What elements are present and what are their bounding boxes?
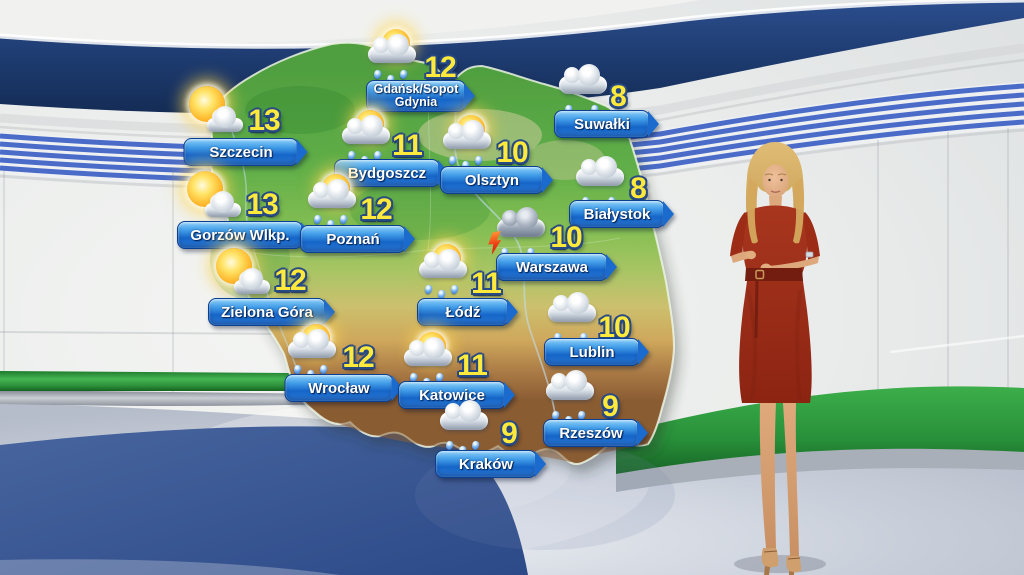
- cloud-icon: [368, 34, 416, 63]
- cloud-icon: [308, 179, 356, 208]
- sun-cloud-rain-icon: [300, 172, 364, 232]
- temperature-lodz: 11: [471, 267, 502, 300]
- cloud-rain-icon: [432, 398, 496, 458]
- presenter-belt-buckle: [755, 269, 765, 280]
- presenter-leg-left: [759, 403, 776, 548]
- cloud-icon: [207, 106, 243, 132]
- presenter-dress: [739, 205, 812, 403]
- temperature-bialystok: 8: [630, 172, 647, 205]
- presenter-heels: [761, 548, 801, 575]
- cloud-icon: [342, 115, 390, 144]
- floor-swoosh: [0, 426, 528, 575]
- cloud-rain-icon: [551, 62, 615, 122]
- cloud-icon: [440, 400, 488, 430]
- city-label-rzeszow: Rzeszów: [543, 419, 639, 447]
- temperature-rzeszow: 9: [602, 390, 619, 423]
- presenter-watch: [805, 251, 814, 258]
- city-label-gdansk: Gdańsk/Sopot Gdynia: [366, 80, 466, 112]
- cloud-icon: [443, 120, 491, 149]
- raindrop-icon: [424, 284, 433, 295]
- ceiling: [0, 0, 700, 43]
- temperature-bydgoszcz: 11: [392, 129, 423, 162]
- city-label-bydgoszcz: Bydgoszcz: [334, 159, 440, 187]
- cloud-rain-icon: [568, 154, 632, 214]
- city-label-olsztyn: Olsztyn: [440, 166, 544, 194]
- cloud-rain-storm-icon: [487, 205, 551, 265]
- presenter: [730, 142, 820, 575]
- cloud-icon: [576, 156, 624, 186]
- cloud-icon: [234, 268, 270, 294]
- sun-cloud-rain-icon: [280, 322, 344, 382]
- presenter-hand-left: [746, 250, 756, 260]
- right-floor-rail: [616, 448, 1024, 492]
- city-label-bialystok: Białystok: [569, 200, 665, 228]
- city-label-zielona-gora: Zielona Góra: [208, 298, 326, 326]
- temperature-zielona-gora: 12: [274, 264, 306, 297]
- temperature-wroclaw: 12: [342, 341, 374, 374]
- presenter-hair-strand-left: [747, 178, 758, 244]
- sun-cloud-icon: [183, 82, 247, 142]
- cloud-rain-icon: [540, 290, 604, 350]
- city-label-warszawa: Warszawa: [496, 253, 608, 281]
- city-label-krakow: Kraków: [435, 450, 537, 478]
- raindrop-icon: [448, 155, 457, 166]
- sun-cloud-icon: [210, 244, 274, 304]
- temperature-szczecin: 13: [248, 104, 280, 137]
- sun-cloud-rain-icon: [396, 330, 460, 390]
- temperature-suwalki: 8: [610, 80, 627, 113]
- presenter-forearm-left: [731, 251, 751, 263]
- cloud-icon: [404, 337, 452, 366]
- city-label-lublin: Lublin: [544, 338, 640, 366]
- temperature-krakow: 9: [501, 417, 518, 450]
- temperature-gdansk: 12: [424, 51, 456, 84]
- city-label-gorzow: Gorzów Wlkp.: [177, 221, 303, 249]
- sun-cloud-rain-icon: [411, 242, 475, 302]
- city-label-szczecin: Szczecin: [183, 138, 299, 166]
- presenter-face: [762, 164, 789, 198]
- city-label-poznan: Poznań: [300, 225, 406, 253]
- cloud-rain-icon: [538, 368, 602, 428]
- raindrop-icon: [399, 69, 408, 80]
- temperature-katowice: 11: [457, 349, 488, 382]
- sun-cloud-icon: [181, 167, 245, 227]
- cloud-icon: [548, 292, 596, 322]
- sun-cloud-rain-icon: [435, 113, 499, 173]
- left-floor-rail: [0, 390, 338, 406]
- raindrop-icon: [313, 214, 322, 225]
- cloud-icon: [288, 329, 336, 358]
- presenter-right-sleeve: [802, 212, 820, 260]
- presenter-hair-strand-right: [793, 178, 804, 244]
- cloud-icon: [419, 249, 467, 278]
- city-label-wroclaw: Wrocław: [284, 374, 394, 402]
- cloud-icon: [559, 64, 607, 94]
- presenter-mouth: [770, 190, 781, 193]
- temperature-gorzow: 13: [246, 188, 278, 221]
- temperature-warszawa: 10: [550, 221, 582, 254]
- right-green-band: [616, 386, 1024, 474]
- temperature-olsztyn: 10: [496, 136, 528, 169]
- presenter-shadow: [734, 555, 826, 573]
- cloud-icon: [497, 207, 545, 237]
- sun-cloud-rain-icon: [360, 27, 424, 87]
- city-label-lodz: Łódź: [417, 298, 509, 326]
- city-label-suwalki: Suwałki: [554, 110, 650, 138]
- cloud-icon: [205, 191, 241, 217]
- left-green-bar: [0, 371, 301, 391]
- temperature-poznan: 12: [360, 193, 392, 226]
- raindrop-icon: [450, 284, 459, 295]
- raindrop-icon: [474, 155, 483, 166]
- cloud-icon: [546, 370, 594, 400]
- presenter-belt: [745, 268, 803, 281]
- presenter-leg-right: [783, 403, 799, 556]
- presenter-left-sleeve: [730, 212, 748, 260]
- raindrop-icon: [339, 214, 348, 225]
- raindrop-icon: [373, 69, 382, 80]
- sun-cloud-rain-icon: [334, 108, 398, 168]
